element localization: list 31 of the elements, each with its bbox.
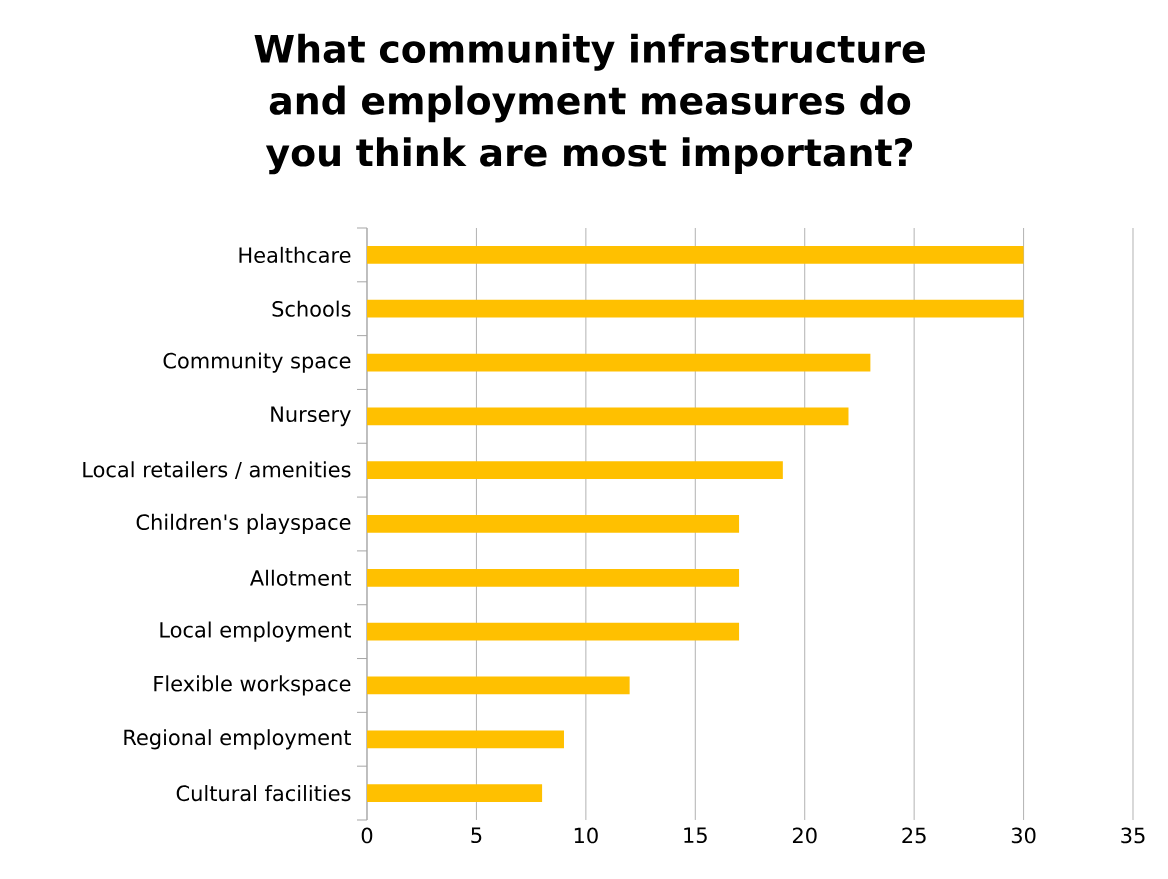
y-tick-label: Nursery [271, 406, 351, 427]
bar [367, 299, 1024, 318]
y-tick-label: Healthcare [239, 246, 351, 263]
bar [367, 407, 849, 426]
bar [367, 568, 740, 587]
y-tick-label: Children's playspace [136, 513, 351, 535]
bar [367, 676, 630, 695]
y-tick-label: Flexible workspace [154, 675, 351, 696]
x-tick-label: 5 [471, 827, 482, 844]
x-tick-label: 30 [1011, 827, 1036, 844]
y-tick-label: Schools [272, 300, 351, 317]
x-tick-label: 25 [902, 827, 926, 844]
x-tick-label: 15 [684, 827, 707, 844]
bar [367, 730, 564, 749]
x-tick-label: 0 [361, 827, 373, 844]
y-tick-label: Local employment [160, 621, 351, 642]
y-tick-label: Regional employment [124, 729, 351, 750]
y-tick-label: Allotment [249, 569, 351, 586]
bar [367, 246, 1024, 264]
bar [367, 353, 871, 372]
bar [367, 461, 783, 480]
y-tick-label: Cultural facilities [176, 784, 351, 802]
bar [367, 784, 543, 802]
y-tick-label: Local retailers / amenities [83, 461, 351, 480]
x-tick-label: 35 [1121, 827, 1145, 844]
chart-title: What community infrastructure and employment measures do you think are most important? [254, 33, 925, 175]
bar [367, 622, 740, 641]
x-tick-label: 20 [792, 827, 817, 844]
x-tick-label: 10 [574, 827, 598, 844]
bar [367, 515, 740, 533]
y-tick-label: Community space [163, 352, 351, 373]
